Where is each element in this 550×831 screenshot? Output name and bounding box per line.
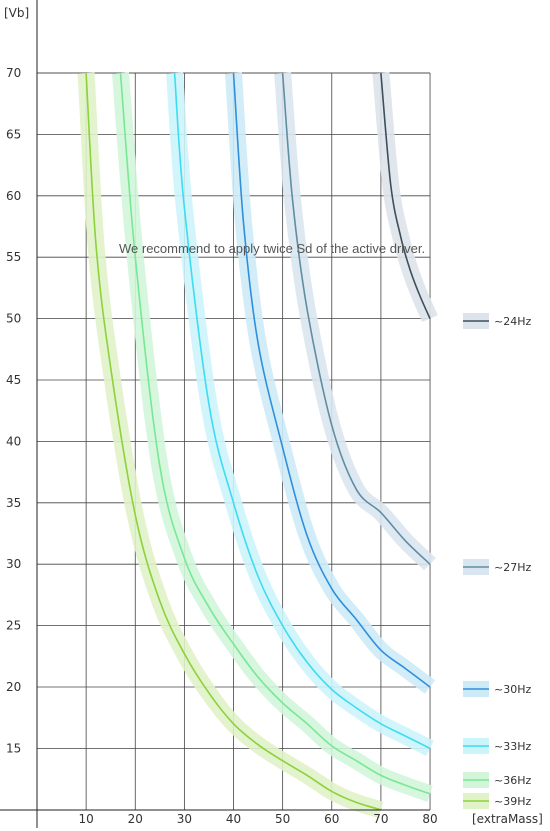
y-tick-label: 20 bbox=[6, 680, 21, 694]
legend-label-24hz: ~24Hz bbox=[494, 315, 531, 328]
legend-label-30hz: ~30Hz bbox=[494, 683, 531, 696]
legend-label-27hz: ~27Hz bbox=[494, 561, 531, 574]
series-line-24hz bbox=[380, 72, 431, 319]
x-tick-label: 50 bbox=[275, 812, 290, 826]
y-tick-label: 50 bbox=[6, 312, 21, 326]
series-line-33hz bbox=[173, 72, 431, 750]
legend: ~24Hz ~27Hz ~30Hz ~33Hz ~36Hz ~39Hz bbox=[463, 313, 531, 809]
x-tick-label: 80 bbox=[422, 812, 437, 826]
series-line-39hz bbox=[85, 72, 382, 811]
x-tick-labels: 10 20 30 40 50 60 70 80 bbox=[78, 812, 437, 826]
y-tick-label: 30 bbox=[6, 557, 21, 571]
y-tick-label: 40 bbox=[6, 434, 21, 448]
y-axis-title: [Vb] bbox=[4, 6, 29, 20]
y-tick-label: 35 bbox=[6, 496, 21, 510]
x-axis-title: [extraMass] bbox=[472, 812, 543, 826]
y-tick-label: 60 bbox=[6, 189, 21, 203]
x-tick-label: 70 bbox=[373, 812, 388, 826]
y-tick-label: 45 bbox=[6, 373, 21, 387]
series-lines bbox=[85, 72, 431, 811]
y-tick-label: 15 bbox=[6, 741, 21, 755]
legend-label-39hz: ~39Hz bbox=[494, 795, 531, 808]
series-line-30hz bbox=[232, 72, 431, 688]
legend-label-33hz: ~33Hz bbox=[494, 740, 531, 753]
x-tick-label: 10 bbox=[78, 812, 93, 826]
y-tick-labels: 15 20 25 30 35 40 45 50 55 60 65 70 bbox=[6, 66, 21, 755]
y-tick-label: 25 bbox=[6, 619, 21, 633]
y-tick-label: 55 bbox=[6, 250, 21, 264]
annotation-text: We recommend to apply twice Sd of the ac… bbox=[119, 241, 425, 256]
y-tick-label: 65 bbox=[6, 127, 21, 141]
x-tick-label: 60 bbox=[324, 812, 339, 826]
series-line-36hz bbox=[119, 72, 431, 795]
y-tick-label: 70 bbox=[6, 66, 21, 80]
x-tick-label: 40 bbox=[226, 812, 241, 826]
series-line-27hz bbox=[281, 72, 431, 565]
axes bbox=[0, 0, 430, 828]
legend-label-36hz: ~36Hz bbox=[494, 774, 531, 787]
x-tick-label: 30 bbox=[177, 812, 192, 826]
x-tick-label: 20 bbox=[128, 812, 143, 826]
